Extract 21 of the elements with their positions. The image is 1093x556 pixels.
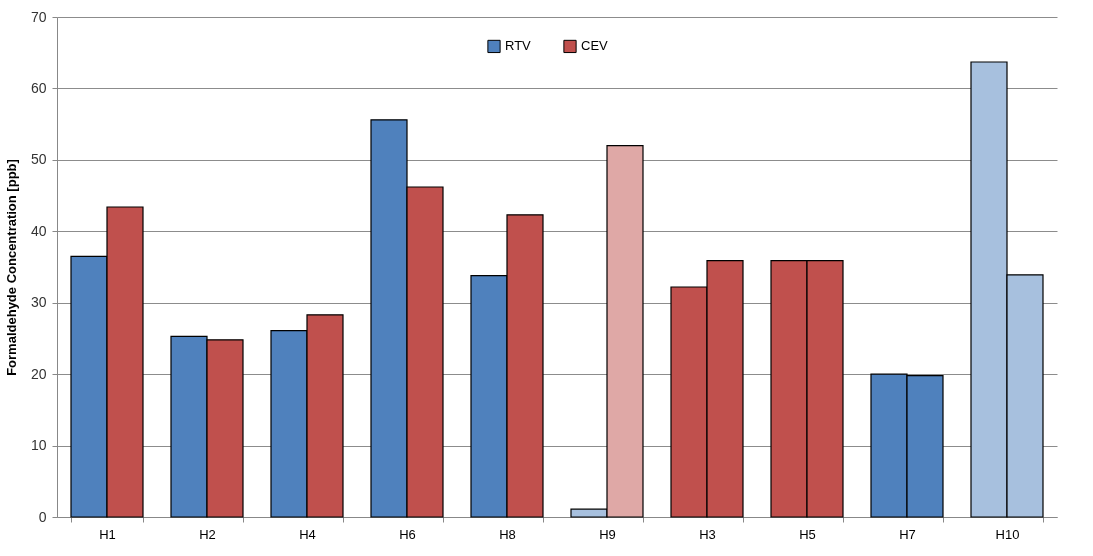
y-tick-label: 20 (30, 365, 47, 382)
y-axis-title: Formaldehyde Concentration [ppb] (3, 159, 19, 376)
x-tick-label: H3 (699, 526, 716, 542)
y-tick-label: 40 (30, 222, 47, 239)
x-tick-label: H2 (199, 526, 216, 542)
y-tick-label: 70 (30, 8, 47, 25)
x-tick-label: H10 (995, 526, 1020, 542)
x-tick-label: H5 (799, 526, 816, 542)
x-tick-label: H4 (299, 526, 316, 542)
y-tick-label: 30 (30, 294, 47, 311)
x-tick-label: H1 (99, 526, 116, 542)
y-tick-label: 50 (30, 151, 47, 168)
x-tick-label: H8 (499, 526, 516, 542)
x-tick-label: H7 (899, 526, 916, 542)
legend-label: CEV (581, 38, 609, 54)
x-tick-label: H9 (599, 526, 616, 542)
legend-label: RTV (505, 38, 532, 54)
y-tick-label: 0 (38, 508, 47, 525)
x-tick-label: H6 (399, 526, 416, 542)
y-tick-label: 60 (30, 79, 47, 96)
y-tick-label: 10 (30, 437, 47, 454)
